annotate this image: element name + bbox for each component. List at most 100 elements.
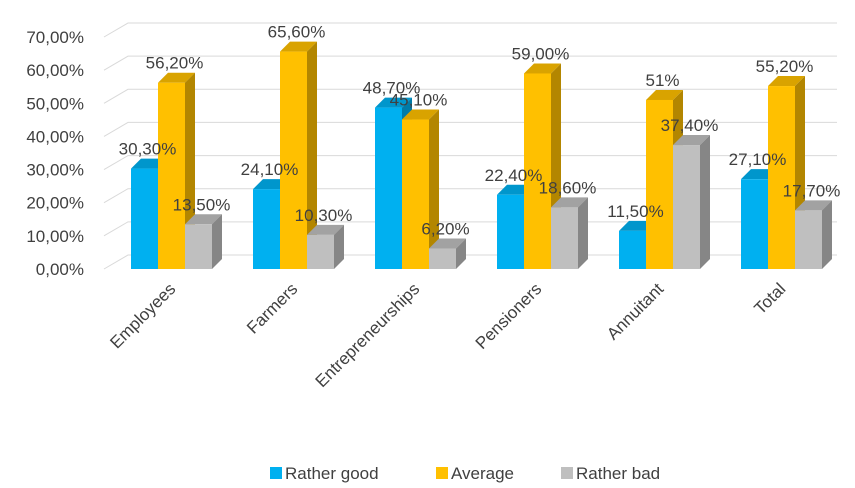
data-label: 27,10% bbox=[729, 150, 787, 169]
bar-side bbox=[212, 214, 222, 269]
data-label: 37,40% bbox=[661, 116, 719, 135]
bar-top bbox=[795, 200, 832, 211]
x-tick-label: Farmers bbox=[243, 279, 301, 337]
bar-front bbox=[619, 230, 646, 269]
bar bbox=[280, 41, 317, 269]
y-tick-label: 50,00% bbox=[26, 94, 84, 113]
bar-front bbox=[497, 194, 524, 269]
bar-top bbox=[768, 76, 805, 87]
data-label: 45,10% bbox=[390, 91, 448, 110]
data-label: 11,50% bbox=[607, 202, 663, 221]
legend-swatch bbox=[436, 467, 448, 479]
legend-entry: Rather good bbox=[270, 464, 379, 483]
bar-front bbox=[185, 224, 212, 269]
x-tick-label: Pensioners bbox=[472, 279, 546, 353]
legend: Rather good Average Rather bad bbox=[270, 464, 660, 483]
legend-entry: Average bbox=[436, 464, 514, 483]
legend-label: Rather bad bbox=[576, 464, 660, 483]
bar bbox=[429, 238, 466, 269]
y-tick-label: 30,00% bbox=[26, 161, 84, 180]
legend-swatch bbox=[270, 467, 282, 479]
data-label: 48,70% bbox=[363, 79, 421, 98]
data-label: 30,30% bbox=[119, 140, 177, 159]
legend-swatch bbox=[561, 467, 573, 479]
gridline bbox=[103, 155, 837, 171]
x-tick-label: Employees bbox=[106, 279, 179, 352]
legend-entry: Rather bad bbox=[561, 464, 660, 483]
bar-side bbox=[700, 135, 710, 269]
gridline bbox=[103, 121, 837, 137]
bar-front bbox=[524, 73, 551, 269]
bar-front bbox=[741, 179, 768, 269]
bar bbox=[551, 197, 588, 269]
bars bbox=[131, 41, 832, 270]
bar-front bbox=[375, 107, 402, 269]
bar-top bbox=[307, 224, 344, 235]
data-label: 24,10% bbox=[241, 160, 299, 179]
data-label: 10,30% bbox=[295, 206, 353, 225]
gridline bbox=[103, 22, 837, 38]
gridline bbox=[103, 188, 837, 204]
y-tick-label: 40,00% bbox=[26, 127, 84, 146]
data-label: 22,40% bbox=[485, 166, 543, 185]
data-label: 65,60% bbox=[268, 23, 326, 42]
bar-top bbox=[524, 63, 561, 74]
y-tick-label: 0,00% bbox=[36, 260, 84, 279]
bar-side bbox=[307, 41, 317, 269]
data-label: 13,50% bbox=[173, 195, 231, 214]
bar-top bbox=[402, 109, 439, 120]
bar bbox=[795, 200, 832, 269]
bar-front bbox=[768, 86, 795, 270]
bar-side bbox=[456, 238, 466, 269]
bar-front bbox=[673, 145, 700, 269]
x-axis-ticks: Employees Farmers Entrepreneurships Pension… bbox=[106, 279, 789, 391]
bar-side bbox=[578, 197, 588, 269]
y-axis-ticks: 0,00% 10,00% 20,00% 30,00% 40,00% 50,00% 60,00… bbox=[26, 28, 84, 279]
gridline bbox=[103, 55, 837, 71]
bar-front bbox=[646, 99, 673, 269]
bar-front bbox=[131, 168, 158, 269]
data-label: 55,20% bbox=[756, 57, 814, 76]
legend-label: Rather good bbox=[285, 464, 379, 483]
bar-front bbox=[280, 51, 307, 269]
data-label: 59,00% bbox=[512, 44, 570, 63]
legend-label: Average bbox=[451, 464, 514, 483]
bar-top bbox=[158, 72, 195, 83]
bar-top bbox=[646, 89, 683, 100]
bar-front bbox=[158, 82, 185, 269]
gridline bbox=[103, 88, 837, 104]
bar-top bbox=[551, 197, 588, 208]
data-label: 51% bbox=[645, 71, 679, 90]
bar bbox=[402, 109, 439, 269]
y-tick-label: 20,00% bbox=[26, 194, 84, 213]
bar-front bbox=[429, 248, 456, 269]
data-label: 18,60% bbox=[539, 178, 597, 197]
x-tick-label: Entrepreneurships bbox=[312, 279, 424, 391]
data-label: 17,70% bbox=[783, 181, 841, 200]
grid-lines bbox=[103, 22, 837, 270]
y-tick-label: 70,00% bbox=[26, 28, 84, 47]
bar bbox=[307, 224, 344, 269]
bar-top bbox=[673, 135, 710, 146]
y-tick-label: 60,00% bbox=[26, 61, 84, 80]
bar bbox=[673, 135, 710, 269]
bar-top bbox=[280, 41, 317, 52]
bar-top bbox=[375, 97, 412, 108]
gridline bbox=[103, 221, 837, 237]
x-tick-label: Total bbox=[750, 279, 789, 318]
bar-front bbox=[551, 207, 578, 269]
bar-side bbox=[429, 109, 439, 269]
bar-side bbox=[822, 200, 832, 269]
bar-top bbox=[429, 238, 466, 249]
bar-top bbox=[185, 214, 222, 225]
y-tick-label: 10,00% bbox=[26, 227, 84, 246]
gridline bbox=[103, 254, 837, 270]
data-label: 56,20% bbox=[146, 54, 204, 73]
bar-front bbox=[402, 119, 429, 269]
bar-front bbox=[795, 210, 822, 269]
x-tick-label: Annuitant bbox=[603, 279, 667, 343]
bar-front bbox=[253, 189, 280, 269]
bar-side bbox=[334, 224, 344, 269]
bar-front bbox=[307, 234, 334, 269]
